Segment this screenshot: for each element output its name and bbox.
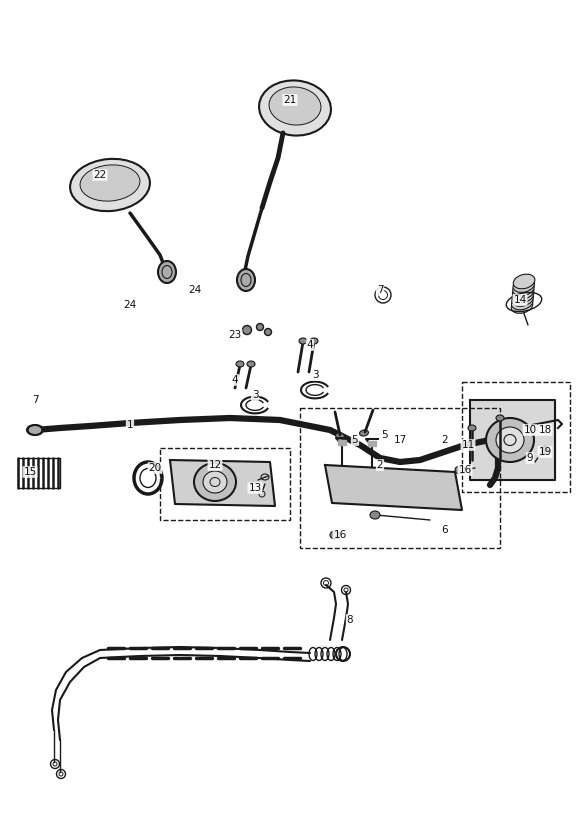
Polygon shape xyxy=(338,440,346,445)
Text: 3: 3 xyxy=(252,390,258,400)
Ellipse shape xyxy=(158,261,176,283)
Ellipse shape xyxy=(257,324,264,330)
Text: 24: 24 xyxy=(188,285,202,295)
Text: 14: 14 xyxy=(514,295,526,305)
Ellipse shape xyxy=(310,338,318,344)
Text: 24: 24 xyxy=(124,300,136,310)
Ellipse shape xyxy=(486,418,534,462)
Text: 16: 16 xyxy=(458,465,472,475)
Ellipse shape xyxy=(237,269,255,291)
Bar xyxy=(462,382,570,492)
Text: 4: 4 xyxy=(307,340,313,350)
Text: 22: 22 xyxy=(93,170,107,180)
Text: 16: 16 xyxy=(333,530,347,540)
Ellipse shape xyxy=(70,159,150,211)
Ellipse shape xyxy=(496,415,504,421)
Ellipse shape xyxy=(330,531,340,539)
Text: 8: 8 xyxy=(347,615,353,625)
Text: 3: 3 xyxy=(312,370,318,380)
Ellipse shape xyxy=(513,278,535,293)
Ellipse shape xyxy=(511,295,533,310)
Ellipse shape xyxy=(513,274,535,289)
Text: 23: 23 xyxy=(229,330,241,340)
Text: 17: 17 xyxy=(394,435,406,445)
Ellipse shape xyxy=(247,361,255,367)
Bar xyxy=(300,408,500,548)
Ellipse shape xyxy=(511,298,533,313)
Text: 2: 2 xyxy=(442,435,448,445)
Text: 2: 2 xyxy=(377,460,383,470)
Ellipse shape xyxy=(336,433,345,439)
Ellipse shape xyxy=(299,338,307,344)
Polygon shape xyxy=(170,460,275,506)
Text: 6: 6 xyxy=(442,525,448,535)
Text: 12: 12 xyxy=(208,460,222,470)
Ellipse shape xyxy=(203,471,227,493)
Ellipse shape xyxy=(468,425,476,431)
Ellipse shape xyxy=(265,329,272,335)
Text: 10: 10 xyxy=(524,425,536,435)
Ellipse shape xyxy=(455,466,465,474)
Text: 7: 7 xyxy=(377,285,383,295)
Ellipse shape xyxy=(269,87,321,125)
Ellipse shape xyxy=(496,427,524,453)
Text: 20: 20 xyxy=(149,463,161,473)
Ellipse shape xyxy=(243,325,251,335)
Text: 21: 21 xyxy=(283,95,297,105)
Text: 9: 9 xyxy=(526,453,533,463)
Ellipse shape xyxy=(360,430,368,436)
Text: 19: 19 xyxy=(538,447,552,457)
Ellipse shape xyxy=(27,425,43,435)
Bar xyxy=(160,448,290,520)
Ellipse shape xyxy=(512,292,533,307)
Ellipse shape xyxy=(259,81,331,136)
Text: 1: 1 xyxy=(127,420,134,430)
Ellipse shape xyxy=(80,165,140,201)
Polygon shape xyxy=(368,441,376,446)
Ellipse shape xyxy=(512,281,534,296)
Text: 18: 18 xyxy=(538,425,552,435)
Ellipse shape xyxy=(512,288,533,303)
Text: 7: 7 xyxy=(31,395,38,405)
Ellipse shape xyxy=(542,447,549,453)
Text: 13: 13 xyxy=(248,483,262,493)
Ellipse shape xyxy=(370,511,380,519)
Ellipse shape xyxy=(236,361,244,367)
Text: 4: 4 xyxy=(231,375,238,385)
Text: 5: 5 xyxy=(352,435,359,445)
Text: 11: 11 xyxy=(461,440,475,450)
Ellipse shape xyxy=(194,463,236,501)
Text: 5: 5 xyxy=(382,430,388,440)
Text: 15: 15 xyxy=(23,467,37,477)
Ellipse shape xyxy=(512,284,534,299)
Polygon shape xyxy=(325,465,462,510)
Polygon shape xyxy=(470,400,555,480)
